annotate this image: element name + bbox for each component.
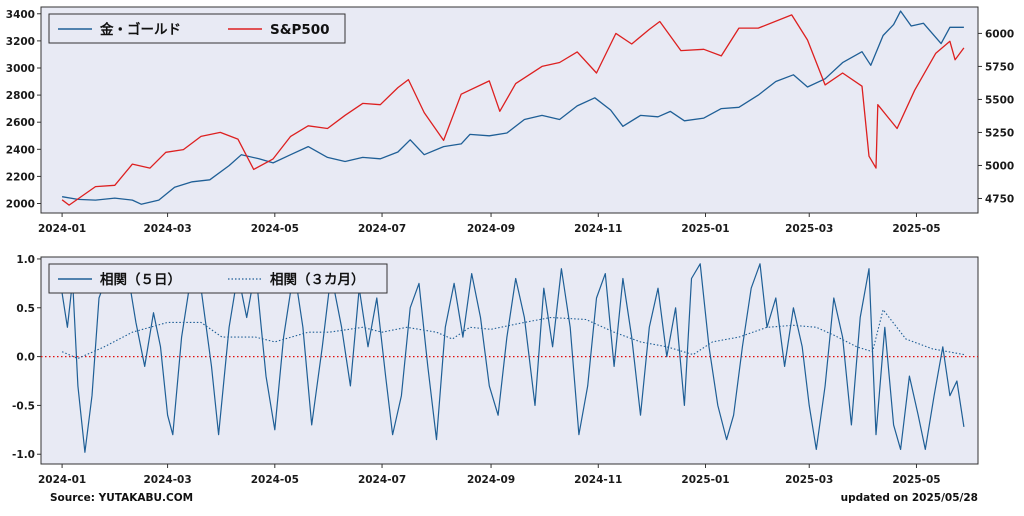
correlation-y-tick-label: -1.0: [12, 449, 35, 461]
gold-legend-label: 金・ゴールド: [99, 21, 181, 38]
correlation-x-tick-label: 2025-05: [892, 474, 940, 486]
price-x-tick-label: 2025-01: [681, 223, 729, 235]
sp500-line: [61, 14, 965, 206]
price-x-tick-label: 2024-11: [574, 223, 622, 235]
correlation-x-tick-label: 2024-11: [574, 474, 622, 486]
correlation-x-tick-label: 2025-01: [681, 474, 729, 486]
gold-tick-label: 2800: [6, 90, 35, 102]
gold-tick-label: 2600: [6, 117, 35, 129]
correlation-chart-panel: -1.0-0.50.00.51.0 2024-01 2024-03 2024-05 2…: [12, 254, 979, 486]
correlation-x-tick-label: 2024-09: [467, 474, 515, 486]
correlation-x-tick-label: 2024-07: [358, 474, 406, 486]
gold-tick-label: 2200: [6, 171, 35, 183]
price-chart-panel: 2000 2200 2400 2600 2800 3000 3200 3400 4750 500…: [6, 6, 1014, 235]
price-series-lines: [61, 10, 965, 206]
correlation-y-axis-ticks: -1.0 -0.5 0.0 0.5 1.0: [12, 254, 41, 461]
correlation-x-tick-label: 2024-05: [251, 474, 299, 486]
gold-price-line: [61, 10, 964, 205]
gold-tick-label: 3400: [6, 9, 35, 21]
gold-tick-label: 2400: [6, 144, 35, 156]
price-x-tick-label: 2024-05: [251, 223, 299, 235]
correlation-legend-box: [48, 263, 388, 294]
correlation-y-tick-label: 0.0: [16, 352, 35, 364]
price-x-tick-label: 2024-01: [38, 223, 86, 235]
correlation-y-tick-label: -0.5: [12, 400, 35, 412]
gold-tick-label: 2000: [6, 199, 35, 211]
sp500-tick-label: 5750: [985, 61, 1014, 73]
corr5-legend-label: 相関（５日）: [100, 271, 181, 288]
price-x-axis-ticks: 2024-01 2024-03 2024-05 2024-07 2024-09 2024-…: [38, 213, 941, 235]
correlation-x-tick-label: 2025-03: [785, 474, 833, 486]
price-x-tick-label: 2024-09: [467, 223, 515, 235]
updated-date: updated on 2025/05/28: [841, 492, 978, 504]
correlation-x-axis-ticks: 2024-01 2024-03 2024-05 2024-07 2024-09 2024-…: [38, 464, 941, 486]
sp500-tick-label: 4750: [985, 193, 1014, 205]
gold-axis-ticks: 2000 2200 2400 2600 2800 3000 3200 3400: [6, 9, 41, 211]
price-legend-box: [48, 13, 346, 44]
price-legend: 金・ゴールド S&P500: [48, 13, 346, 44]
corr3m-legend-label: 相関（３カ月）: [270, 271, 365, 288]
sp500-legend-label: S&P500: [270, 22, 330, 38]
sp500-tick-label: 5500: [985, 94, 1014, 106]
correlation-x-tick-label: 2024-03: [143, 474, 191, 486]
correlation-y-tick-label: 0.5: [16, 303, 35, 315]
correlation-legend: 相関（５日） 相関（３カ月）: [48, 263, 388, 294]
sp500-tick-label: 5250: [985, 127, 1014, 139]
sp500-tick-label: 5000: [985, 160, 1014, 172]
sp500-axis-ticks: 4750 5000 5250 5500 5750 6000: [978, 28, 1014, 205]
correlation-3month-line: [61, 309, 964, 360]
gold-tick-label: 3000: [6, 63, 35, 75]
price-x-tick-label: 2025-03: [785, 223, 833, 235]
correlation-plot-area: [40, 256, 979, 465]
price-x-tick-label: 2024-03: [143, 223, 191, 235]
sp500-tick-label: 6000: [985, 28, 1014, 40]
price-x-tick-label: 2025-05: [892, 223, 940, 235]
correlation-y-tick-label: 1.0: [16, 254, 35, 266]
correlation-x-tick-label: 2024-01: [38, 474, 86, 486]
price-x-tick-label: 2024-07: [358, 223, 406, 235]
source-credit: Source: YUTAKABU.COM: [50, 492, 193, 504]
gold-tick-label: 3200: [6, 36, 35, 48]
